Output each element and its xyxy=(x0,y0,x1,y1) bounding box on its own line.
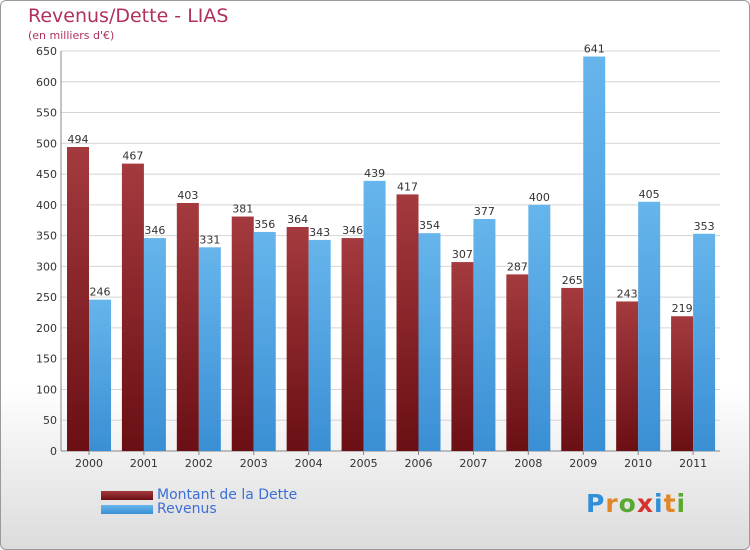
bar-revenus xyxy=(363,180,386,451)
bar-revenus xyxy=(528,204,551,451)
x-tick-label: 2011 xyxy=(679,457,707,470)
data-label-revenus: 405 xyxy=(639,188,660,201)
bar-revenus xyxy=(89,299,111,451)
y-tick-label: 450 xyxy=(36,168,57,181)
data-label-dette: 381 xyxy=(232,203,253,216)
data-label-dette: 287 xyxy=(507,260,528,273)
legend-item-dette: Montant de la Dette xyxy=(101,487,297,503)
legend-label-revenus: Revenus xyxy=(157,501,217,517)
bar-dette xyxy=(671,316,694,451)
data-label-dette: 243 xyxy=(617,287,638,300)
data-label-revenus: 377 xyxy=(474,205,495,218)
logo-letter: t xyxy=(663,489,677,518)
x-tick-label: 2009 xyxy=(569,457,597,470)
x-tick-label: 2006 xyxy=(405,457,433,470)
y-tick-label: 100 xyxy=(36,383,57,396)
data-label-revenus: 343 xyxy=(309,226,330,239)
y-tick-label: 400 xyxy=(36,199,57,212)
logo-letter: P xyxy=(586,489,606,518)
bar-dette xyxy=(176,203,199,451)
data-label-dette: 265 xyxy=(562,274,583,287)
x-tick-label: 2003 xyxy=(240,457,268,470)
proxiti-logo: Proxiti xyxy=(586,489,686,518)
data-label-dette: 494 xyxy=(68,133,89,146)
y-tick-label: 200 xyxy=(36,322,57,335)
data-label-revenus: 400 xyxy=(529,191,550,204)
legend-item-revenus: Revenus xyxy=(101,501,217,517)
data-label-revenus: 439 xyxy=(364,167,385,180)
y-tick-label: 550 xyxy=(36,107,57,120)
y-tick-label: 650 xyxy=(36,45,57,58)
y-tick-label: 300 xyxy=(36,260,57,273)
data-label-dette: 417 xyxy=(397,180,418,193)
bar-dette xyxy=(506,274,529,451)
legend-label-dette: Montant de la Dette xyxy=(157,487,298,503)
data-label-dette: 307 xyxy=(452,248,473,261)
bar-dette xyxy=(67,147,89,451)
bar-revenus xyxy=(473,219,496,451)
y-tick-label: 500 xyxy=(36,137,57,150)
bar-dette xyxy=(396,194,419,451)
bar-dette xyxy=(121,163,144,451)
data-label-dette: 467 xyxy=(122,150,143,163)
y-tick-label: 600 xyxy=(36,76,57,89)
x-tick-label: 2010 xyxy=(624,457,652,470)
data-label-revenus: 246 xyxy=(90,286,111,299)
data-label-revenus: 354 xyxy=(419,219,440,232)
bar-dette xyxy=(286,227,309,451)
bar-dette xyxy=(451,262,474,451)
data-label-revenus: 356 xyxy=(254,218,275,231)
y-tick-label: 350 xyxy=(36,230,57,243)
logo-letter: x xyxy=(636,489,654,518)
bar-revenus xyxy=(583,56,606,452)
data-label-dette: 346 xyxy=(342,224,363,237)
x-tick-label: 2005 xyxy=(350,457,378,470)
bar-revenus xyxy=(253,231,276,451)
logo-letter: o xyxy=(618,489,637,518)
y-tick-label: 250 xyxy=(36,291,57,304)
logo-letter: r xyxy=(605,489,619,518)
bar-revenus xyxy=(198,247,221,451)
bar-revenus xyxy=(143,238,166,451)
data-label-dette: 219 xyxy=(672,302,693,315)
legend-swatch-dette xyxy=(101,490,153,500)
legend-swatch-revenus xyxy=(101,504,153,514)
y-tick-label: 50 xyxy=(43,414,57,427)
bar-dette xyxy=(341,238,364,451)
bar-revenus xyxy=(638,201,661,451)
chart-title: Revenus/Dette - LIAS xyxy=(28,5,229,27)
chart-subtitle: (en milliers d'€) xyxy=(28,29,115,42)
bar-dette xyxy=(231,216,254,451)
bar-revenus xyxy=(418,233,441,451)
data-label-revenus: 346 xyxy=(144,224,165,237)
y-tick-label: 150 xyxy=(36,353,57,366)
bar-revenus xyxy=(693,233,716,451)
data-label-dette: 364 xyxy=(287,213,308,226)
x-tick-label: 2004 xyxy=(295,457,323,470)
x-tick-label: 2007 xyxy=(459,457,487,470)
x-tick-label: 2001 xyxy=(130,457,158,470)
data-label-dette: 403 xyxy=(177,189,198,202)
x-tick-label: 2008 xyxy=(514,457,542,470)
data-label-revenus: 331 xyxy=(199,233,220,246)
bar-revenus xyxy=(308,239,331,451)
bar-dette xyxy=(561,287,584,451)
data-label-revenus: 641 xyxy=(584,43,605,56)
data-label-revenus: 353 xyxy=(694,220,715,233)
logo-letter: i xyxy=(676,489,687,518)
x-tick-label: 2000 xyxy=(75,457,103,470)
y-tick-label: 0 xyxy=(50,445,57,458)
x-tick-label: 2002 xyxy=(185,457,213,470)
bar-dette xyxy=(616,301,639,451)
logo-letter: i xyxy=(654,489,664,518)
